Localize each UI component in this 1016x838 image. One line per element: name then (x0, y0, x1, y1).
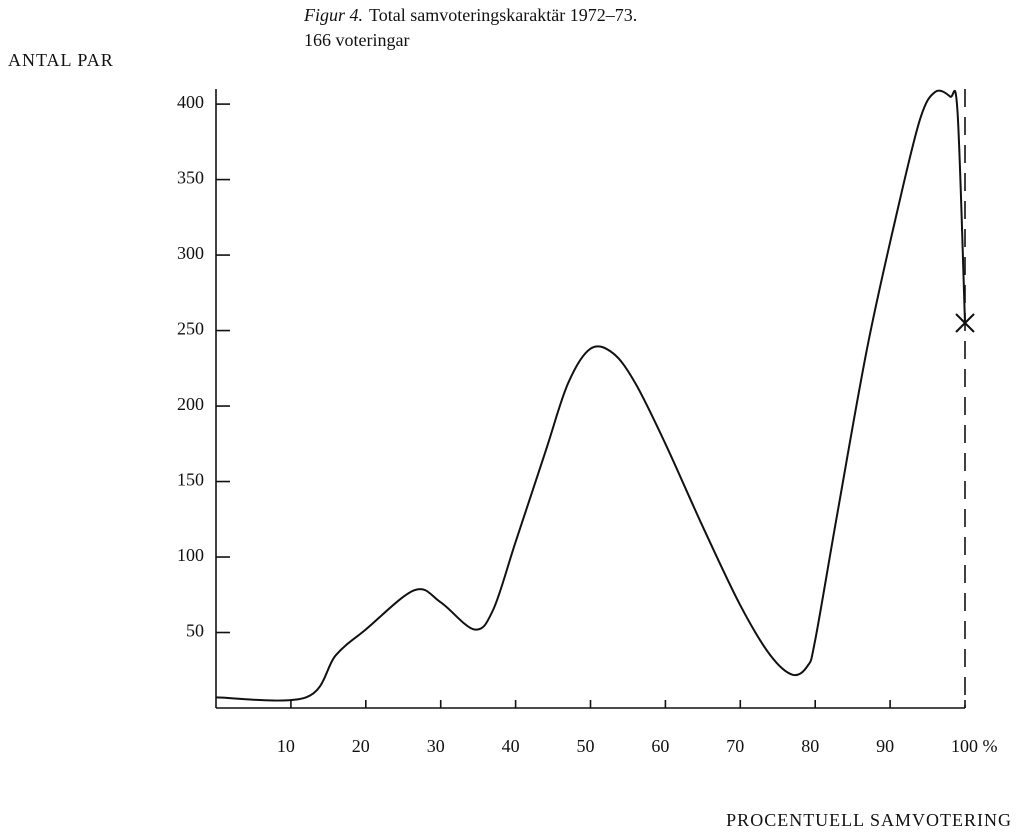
x-tick-label: 80 (801, 736, 819, 756)
y-tick-label: 150 (177, 470, 204, 490)
y-tick-label: 200 (177, 394, 204, 414)
x-axis-label: PROCENTUELL SAMVOTERING (726, 810, 1012, 830)
x-tick-label: 100 % (951, 736, 998, 756)
x-tick-label: 40 (502, 736, 520, 756)
y-tick-label: 400 (177, 92, 204, 112)
title-text: Total samvoteringskaraktär 1972–73. (369, 5, 637, 25)
figure-label: Figur 4. (303, 5, 363, 25)
point-marker (955, 313, 975, 333)
y-axis-label: ANTAL PAR (8, 50, 114, 70)
data-line (215, 89, 966, 702)
x-tick-label: 60 (651, 736, 669, 756)
x-tick-label: 90 (876, 736, 894, 756)
marker-stroke (955, 313, 975, 333)
chart-subtitle: 166 voteringar (304, 30, 409, 50)
y-tick-label: 100 (177, 545, 204, 565)
x-tick-label: 50 (577, 736, 595, 756)
x-tick-label: 30 (427, 736, 445, 756)
y-tick-label: 50 (186, 621, 204, 641)
x-tick-label: 10 (277, 736, 295, 756)
chart-title: Figur 4. Total samvoteringskaraktär 1972–… (303, 5, 637, 25)
y-tick-label: 300 (177, 243, 204, 263)
x-tick-label: 70 (726, 736, 744, 756)
x-tick-label: 20 (352, 736, 370, 756)
y-tick-label: 350 (177, 168, 204, 188)
y-tick-label: 250 (177, 319, 204, 339)
